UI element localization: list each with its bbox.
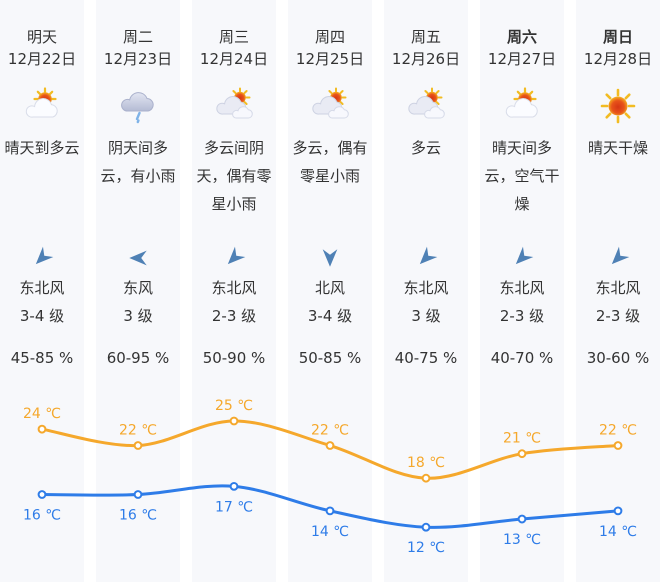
day-name: 周六 bbox=[506, 28, 537, 46]
humidity-range: 45-85 % bbox=[10, 349, 74, 367]
day-name: 周日 bbox=[602, 28, 633, 46]
weather-description: 晴天到多云 bbox=[4, 139, 80, 157]
wind-direction: 北风 bbox=[314, 279, 345, 297]
weather-cloudy-icon bbox=[288, 86, 372, 126]
humidity-range: 40-70 % bbox=[490, 349, 554, 367]
wind-level: 2-3 级 bbox=[595, 307, 641, 325]
weather-description: 晴天间多云，空气干燥 bbox=[484, 139, 560, 213]
day-column-3: 周三 12月24日 多云间阴天，偶有零星小雨 东北风 2-3 级 50-90 % bbox=[192, 0, 276, 582]
wind-level: 3 级 bbox=[123, 307, 153, 325]
weather-sun-icon bbox=[576, 86, 660, 126]
wind-direction: 东北风 bbox=[403, 279, 449, 297]
humidity-range: 60-95 % bbox=[106, 349, 170, 367]
wind-direction-arrow-icon bbox=[288, 242, 372, 274]
humidity-range: 50-85 % bbox=[298, 349, 362, 367]
weather-sun-cloud-icon bbox=[0, 86, 84, 126]
day-date: 12月28日 bbox=[583, 50, 653, 68]
day-name: 周四 bbox=[314, 28, 345, 46]
weather-sun-cloud-icon bbox=[480, 86, 564, 126]
day-date: 12月22日 bbox=[7, 50, 77, 68]
humidity-range: 40-75 % bbox=[394, 349, 458, 367]
day-column-7: 周日 12月28日 晴天干燥 东北风 2-3 级 30-60 % bbox=[576, 0, 660, 582]
day-name: 周五 bbox=[410, 28, 441, 46]
wind-direction-arrow-icon bbox=[480, 242, 564, 274]
wind-direction: 东北风 bbox=[499, 279, 545, 297]
weather-description: 阴天间多云，有小雨 bbox=[100, 139, 176, 185]
day-column-6: 周六 12月27日 晴天间多云，空气干燥 东北风 2-3 级 40-70 % bbox=[480, 0, 564, 582]
day-name: 周三 bbox=[218, 28, 249, 46]
wind-direction-arrow-icon bbox=[96, 242, 180, 274]
weather-cloudy-icon bbox=[384, 86, 468, 126]
weather-description: 多云 bbox=[410, 139, 441, 157]
wind-direction-arrow-icon bbox=[0, 242, 84, 274]
wind-direction-arrow-icon bbox=[576, 242, 660, 274]
wind-level: 3-4 级 bbox=[307, 307, 353, 325]
wind-direction-arrow-icon bbox=[192, 242, 276, 274]
wind-direction-arrow-icon bbox=[384, 242, 468, 274]
weather-rain-cloud-icon bbox=[96, 86, 180, 126]
weather-description: 多云，偶有零星小雨 bbox=[292, 139, 368, 185]
day-date: 12月23日 bbox=[103, 50, 173, 68]
wind-direction: 东北风 bbox=[211, 279, 257, 297]
wind-level: 2-3 级 bbox=[499, 307, 545, 325]
day-column-2: 周二 12月23日 阴天间多云，有小雨 东风 3 级 60-95 % bbox=[96, 0, 180, 582]
day-date: 12月27日 bbox=[487, 50, 557, 68]
wind-direction: 东风 bbox=[122, 279, 153, 297]
weather-description: 晴天干燥 bbox=[587, 139, 648, 157]
day-column-4: 周四 12月25日 多云，偶有零星小雨 北风 3-4 级 50-85 % bbox=[288, 0, 372, 582]
day-name: 明天 bbox=[26, 28, 57, 46]
wind-level: 3 级 bbox=[411, 307, 441, 325]
day-date: 12月24日 bbox=[199, 50, 269, 68]
wind-level: 3-4 级 bbox=[19, 307, 65, 325]
day-date: 12月26日 bbox=[391, 50, 461, 68]
humidity-range: 50-90 % bbox=[202, 349, 266, 367]
day-column-1: 明天 12月22日 晴天到多云 东北风 3-4 级 45-85 % bbox=[0, 0, 84, 582]
day-date: 12月25日 bbox=[295, 50, 365, 68]
weather-cloudy-icon bbox=[192, 86, 276, 126]
weather-description: 多云间阴天，偶有零星小雨 bbox=[196, 139, 272, 213]
day-name: 周二 bbox=[122, 28, 153, 46]
wind-direction: 东北风 bbox=[595, 279, 641, 297]
humidity-range: 30-60 % bbox=[586, 349, 650, 367]
day-column-5: 周五 12月26日 多云 东北风 3 级 40-75 % bbox=[384, 0, 468, 582]
wind-direction: 东北风 bbox=[19, 279, 65, 297]
wind-level: 2-3 级 bbox=[211, 307, 257, 325]
